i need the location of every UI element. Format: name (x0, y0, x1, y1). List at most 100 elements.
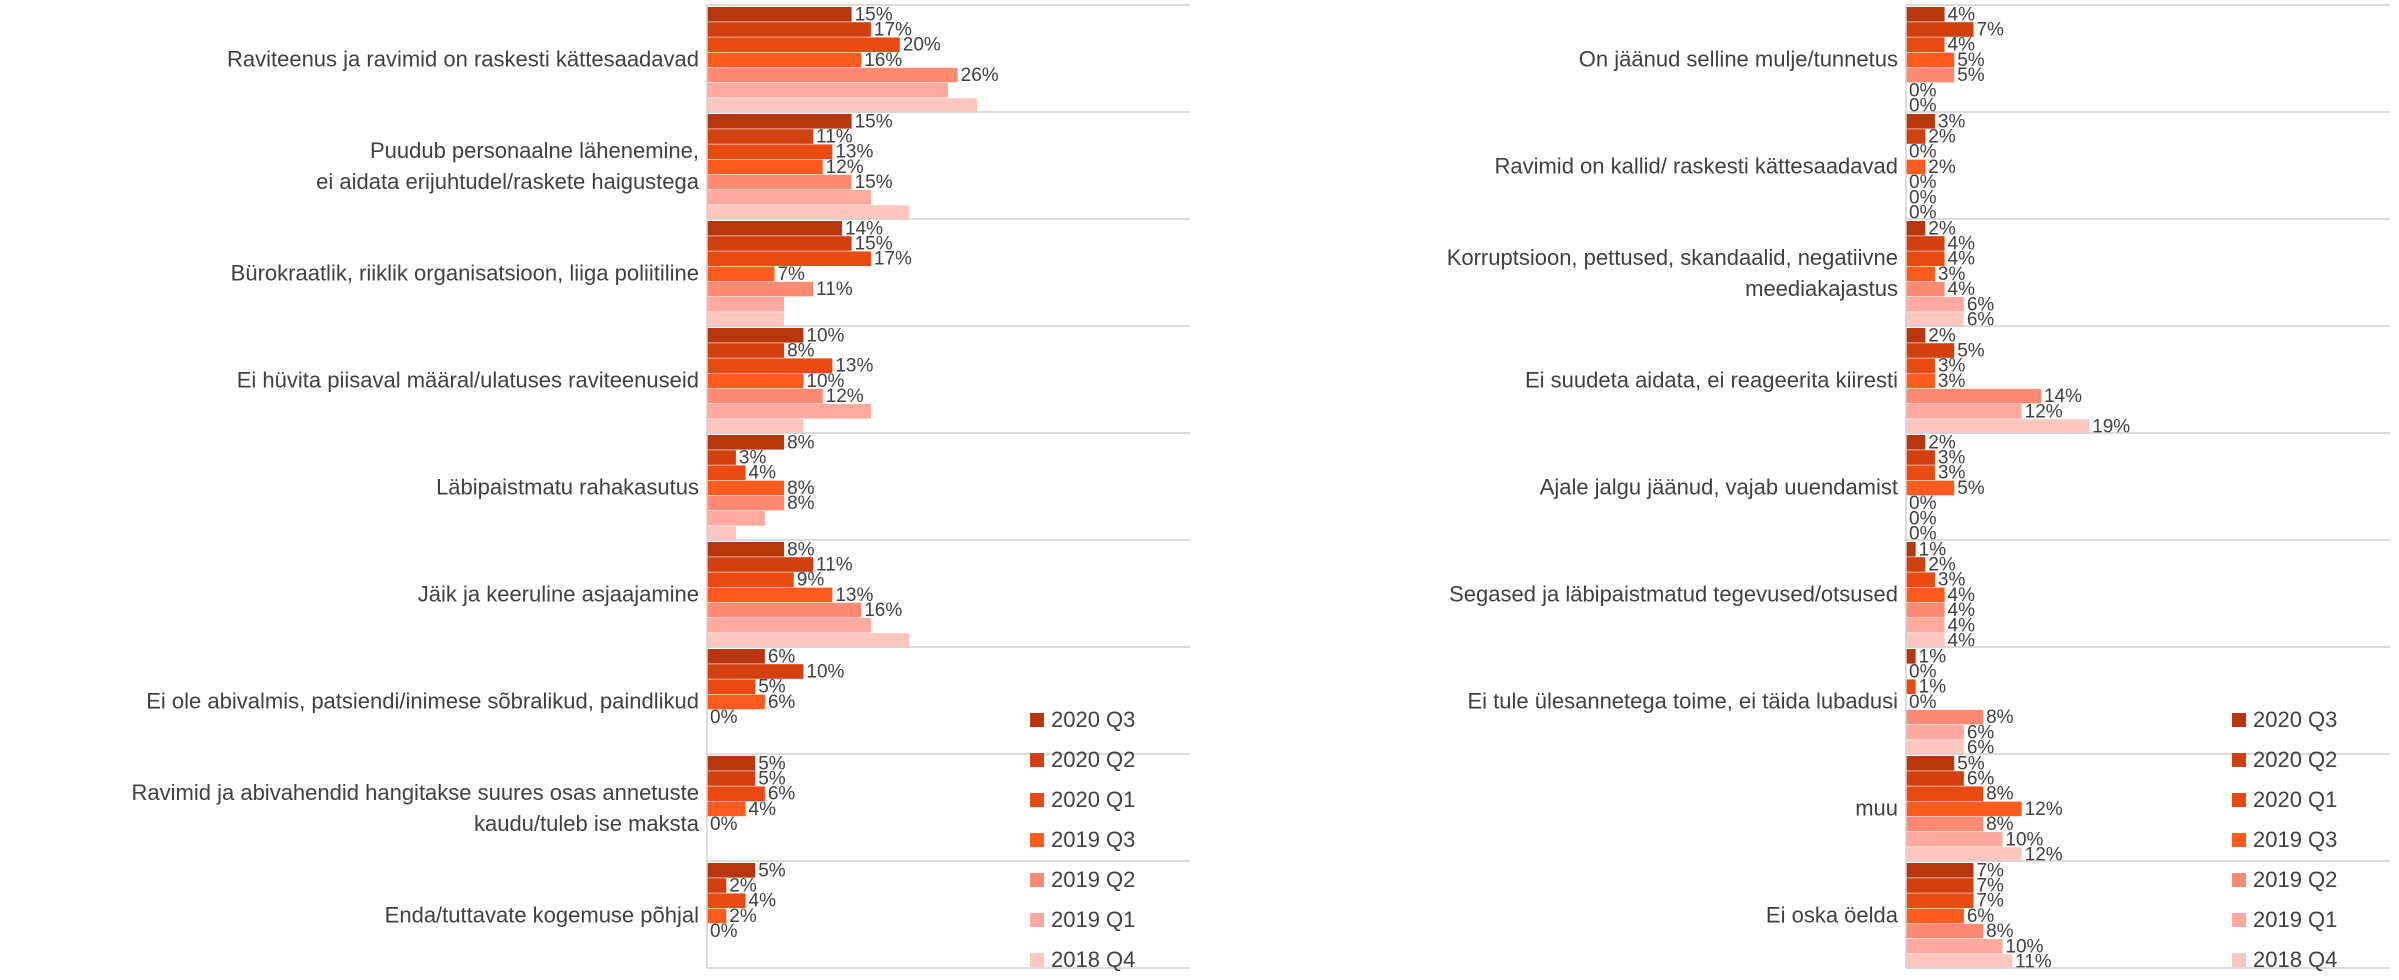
data-label: 4% (749, 799, 777, 820)
bar (1906, 328, 1926, 343)
legend-label: 2019 Q1 (1051, 907, 1135, 932)
data-label: 4% (749, 463, 777, 484)
data-label: 8% (787, 493, 815, 514)
bar (707, 236, 852, 251)
data-label: 8% (787, 478, 815, 499)
category-label: Enda/tuttavate kogemuse põhjal (384, 902, 699, 927)
legend-label: 2019 Q1 (2253, 907, 2337, 932)
bar (707, 388, 823, 404)
bar (1906, 939, 2003, 954)
data-label: 6% (1967, 722, 1995, 743)
data-label: 10% (806, 325, 844, 346)
bar (1906, 159, 1926, 175)
data-label: 1% (1919, 539, 1947, 560)
bar (1906, 847, 2022, 862)
data-label: 14% (2044, 386, 2082, 407)
data-label: 16% (864, 50, 902, 71)
data-label: 3% (1938, 463, 1966, 484)
bar (1906, 542, 1916, 557)
legend-swatch (1030, 713, 1044, 727)
bar (707, 221, 842, 236)
data-label: 4% (1948, 279, 1976, 300)
category-label: Korruptsioon, pettused, skandaalid, nega… (1446, 244, 1898, 301)
legend-swatch (2232, 873, 2246, 887)
bar (1906, 816, 1984, 832)
data-label: 0% (1909, 493, 1937, 514)
data-label: 6% (768, 784, 796, 805)
data-label: 4% (1948, 631, 1976, 652)
bar (707, 511, 765, 526)
bar (1906, 22, 1974, 37)
bar (707, 159, 823, 175)
legend-label: 2019 Q3 (1051, 827, 1135, 852)
category-label: Ei suudeta aidata, ei reageerita kiirest… (1525, 367, 1898, 392)
data-label: 15% (855, 234, 893, 255)
data-label: 19% (2092, 417, 2130, 438)
bar (707, 22, 871, 37)
bar (1906, 114, 1935, 129)
bar (1906, 373, 1935, 389)
bar (1906, 618, 1945, 633)
data-label: 13% (835, 585, 873, 606)
bar (707, 450, 736, 465)
data-label: 3% (1938, 111, 1966, 132)
data-label: 4% (749, 891, 777, 912)
bar (1906, 587, 1945, 603)
bar (1906, 771, 1964, 786)
bar (1906, 480, 1955, 496)
legend-label: 2020 Q2 (2253, 747, 2337, 772)
bar (1906, 863, 1974, 878)
data-label: 6% (1967, 294, 1995, 315)
bar (707, 205, 910, 220)
data-label: 10% (2005, 936, 2043, 957)
legend-label: 2020 Q1 (2253, 787, 2337, 812)
bar (707, 786, 765, 801)
data-label: 4% (1948, 234, 1976, 255)
legend-swatch (2232, 913, 2246, 927)
data-label: 3% (1938, 356, 1966, 377)
bar (707, 190, 871, 205)
data-label: 20% (903, 35, 941, 56)
bar (1906, 709, 1984, 725)
data-label: 15% (855, 4, 893, 25)
bar (1906, 404, 2022, 419)
bar (1906, 923, 1984, 939)
bar (1906, 435, 1926, 450)
data-label: 6% (1967, 310, 1995, 331)
data-label: 0% (1909, 508, 1937, 529)
bar (1906, 52, 1955, 68)
data-label: 13% (835, 142, 873, 163)
data-label: 6% (768, 646, 796, 667)
bar (1906, 129, 1926, 144)
bar (707, 495, 785, 511)
data-label: 3% (1938, 570, 1966, 591)
bar (707, 602, 862, 618)
category-label: Ei oska öelda (1765, 902, 1898, 927)
data-label: 5% (1957, 753, 1985, 774)
bar (707, 587, 833, 603)
data-label: 8% (1986, 921, 2014, 942)
data-label: 5% (758, 769, 786, 790)
legend-label: 2019 Q2 (1051, 867, 1135, 892)
data-label: 0% (1909, 80, 1937, 101)
bar (707, 129, 814, 144)
data-label: 2% (729, 906, 757, 927)
bar (707, 679, 756, 694)
bar (707, 557, 814, 572)
data-label: 8% (1986, 784, 2014, 805)
bar (707, 572, 794, 587)
data-label: 0% (710, 707, 738, 728)
bar (707, 144, 833, 159)
legend-label: 2020 Q2 (1051, 747, 1135, 772)
bar (707, 266, 775, 282)
data-label: 12% (826, 386, 864, 407)
bar (1906, 388, 2041, 404)
bar (707, 373, 804, 389)
category-label: Ei hüvita piisaval määral/ulatuses ravit… (236, 367, 699, 392)
legend-swatch (2232, 753, 2246, 767)
bar (1906, 832, 2003, 847)
data-label: 10% (806, 662, 844, 683)
data-label: 5% (1957, 341, 1985, 362)
legend-swatch (2232, 833, 2246, 847)
category-label: Segased ja läbipaistmatud tegevused/otsu… (1449, 581, 1898, 606)
